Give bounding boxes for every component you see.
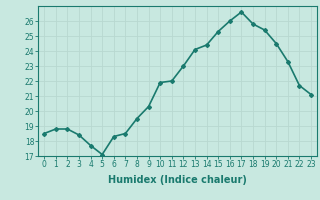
X-axis label: Humidex (Indice chaleur): Humidex (Indice chaleur) bbox=[108, 175, 247, 185]
